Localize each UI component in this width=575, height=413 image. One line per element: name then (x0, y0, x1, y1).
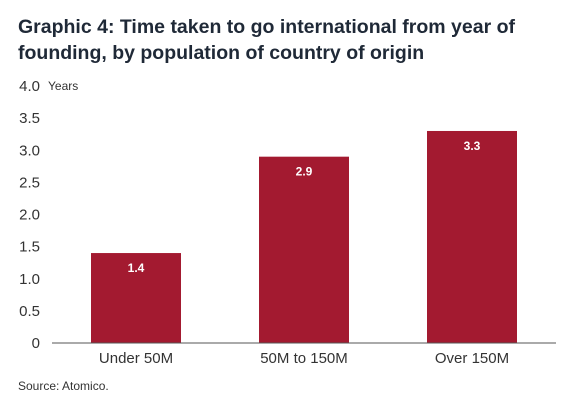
bar (427, 130, 517, 343)
bar (91, 253, 181, 343)
y-tick-label: 3.0 (19, 142, 40, 159)
y-tick-label: 4.0 (19, 78, 40, 95)
data-labels: 1.4 2.9 3.3 (128, 139, 481, 275)
source-note: Source: Atomico. (18, 379, 109, 393)
y-tick-label: 1.5 (19, 239, 40, 256)
y-tick-label: 2.0 (19, 207, 40, 224)
bar (259, 156, 349, 343)
y-axis: 0 0.5 1.0 1.5 2.0 2.5 3.0 3.5 4.0 (19, 78, 40, 352)
y-tick-label: 0 (32, 335, 40, 352)
bar-data-label: 1.4 (128, 261, 145, 275)
x-tick-label: Under 50M (99, 350, 173, 367)
y-tick-label: 2.5 (19, 174, 40, 191)
x-axis: Under 50M 50M to 150M Over 150M (52, 342, 556, 367)
chart-title: Graphic 4: Time taken to go internationa… (18, 16, 515, 64)
y-tick-label: 0.5 (19, 303, 40, 320)
bars (91, 130, 517, 343)
y-tick-label: 1.0 (19, 271, 40, 288)
y-axis-unit-label: Years (48, 79, 78, 93)
y-tick-label: 3.5 (19, 110, 40, 127)
bar-data-label: 3.3 (464, 139, 481, 153)
bar-data-label: 2.9 (296, 165, 313, 179)
x-tick-label: 50M to 150M (260, 350, 348, 367)
x-tick-label: Over 150M (435, 350, 509, 367)
